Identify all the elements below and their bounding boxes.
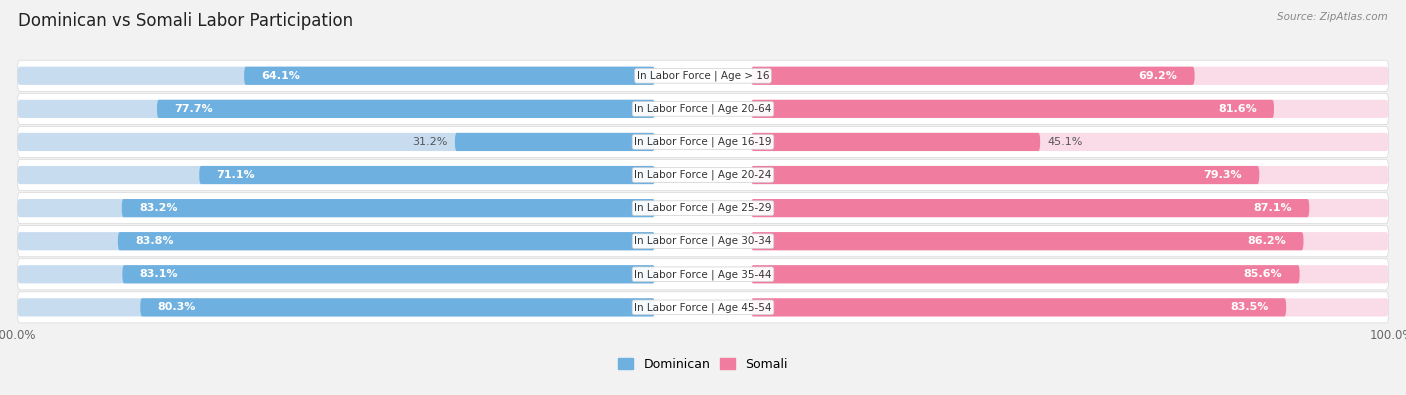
Text: In Labor Force | Age 35-44: In Labor Force | Age 35-44 [634,269,772,280]
Text: 77.7%: 77.7% [174,104,212,114]
FancyBboxPatch shape [17,60,1389,91]
FancyBboxPatch shape [751,232,1303,250]
Text: 79.3%: 79.3% [1204,170,1241,180]
FancyBboxPatch shape [751,199,1389,217]
Text: In Labor Force | Age 20-24: In Labor Force | Age 20-24 [634,170,772,180]
Text: 87.1%: 87.1% [1253,203,1292,213]
FancyBboxPatch shape [751,199,1309,217]
Text: 85.6%: 85.6% [1244,269,1282,279]
Text: 83.5%: 83.5% [1230,302,1270,312]
Text: 83.1%: 83.1% [139,269,179,279]
FancyBboxPatch shape [200,166,655,184]
Text: 80.3%: 80.3% [157,302,195,312]
Text: In Labor Force | Age 16-19: In Labor Force | Age 16-19 [634,137,772,147]
FancyBboxPatch shape [751,166,1389,184]
Text: 45.1%: 45.1% [1047,137,1083,147]
Text: 71.1%: 71.1% [217,170,254,180]
Text: In Labor Force | Age 20-64: In Labor Force | Age 20-64 [634,103,772,114]
FancyBboxPatch shape [17,166,655,184]
FancyBboxPatch shape [17,265,655,283]
Text: 86.2%: 86.2% [1247,236,1286,246]
FancyBboxPatch shape [17,133,655,151]
Text: In Labor Force | Age 30-34: In Labor Force | Age 30-34 [634,236,772,246]
Text: In Labor Force | Age 45-54: In Labor Force | Age 45-54 [634,302,772,312]
Text: 64.1%: 64.1% [262,71,299,81]
FancyBboxPatch shape [751,100,1274,118]
Text: Dominican vs Somali Labor Participation: Dominican vs Somali Labor Participation [18,12,353,30]
FancyBboxPatch shape [17,126,1389,158]
Text: 31.2%: 31.2% [412,137,449,147]
FancyBboxPatch shape [17,259,1389,290]
FancyBboxPatch shape [17,199,655,217]
FancyBboxPatch shape [157,100,655,118]
Text: 83.2%: 83.2% [139,203,177,213]
Text: 69.2%: 69.2% [1139,71,1177,81]
Text: In Labor Force | Age > 16: In Labor Force | Age > 16 [637,71,769,81]
FancyBboxPatch shape [751,265,1299,283]
FancyBboxPatch shape [751,232,1389,250]
FancyBboxPatch shape [751,67,1195,85]
FancyBboxPatch shape [17,226,1389,257]
FancyBboxPatch shape [17,67,655,85]
FancyBboxPatch shape [17,298,655,316]
Text: 81.6%: 81.6% [1218,104,1257,114]
Text: Source: ZipAtlas.com: Source: ZipAtlas.com [1277,12,1388,22]
FancyBboxPatch shape [122,199,655,217]
FancyBboxPatch shape [17,100,655,118]
FancyBboxPatch shape [17,93,1389,124]
Legend: Dominican, Somali: Dominican, Somali [613,353,793,376]
FancyBboxPatch shape [751,298,1389,316]
FancyBboxPatch shape [17,193,1389,224]
FancyBboxPatch shape [245,67,655,85]
FancyBboxPatch shape [751,133,1040,151]
Text: In Labor Force | Age 25-29: In Labor Force | Age 25-29 [634,203,772,213]
FancyBboxPatch shape [751,166,1260,184]
FancyBboxPatch shape [17,292,1389,323]
FancyBboxPatch shape [751,133,1389,151]
FancyBboxPatch shape [751,265,1389,283]
FancyBboxPatch shape [122,265,655,283]
FancyBboxPatch shape [456,133,655,151]
FancyBboxPatch shape [751,298,1286,316]
FancyBboxPatch shape [118,232,655,250]
FancyBboxPatch shape [17,160,1389,190]
FancyBboxPatch shape [17,232,655,250]
FancyBboxPatch shape [751,100,1389,118]
Text: 83.8%: 83.8% [135,236,173,246]
FancyBboxPatch shape [751,67,1389,85]
FancyBboxPatch shape [141,298,655,316]
